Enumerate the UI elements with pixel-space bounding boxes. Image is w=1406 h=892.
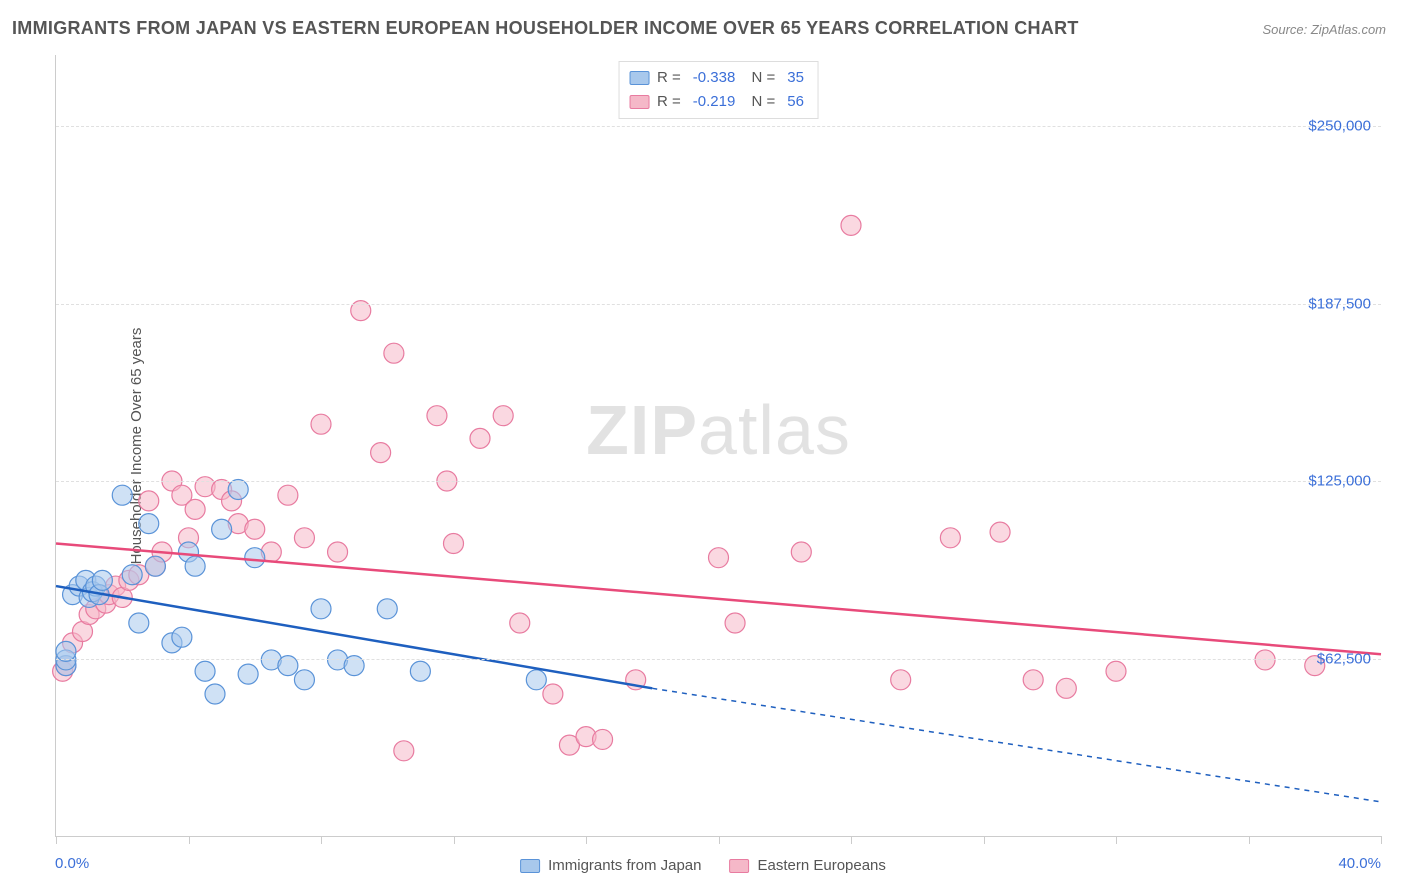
scatter-point bbox=[185, 499, 205, 519]
legend-item: Eastern Europeans bbox=[729, 857, 885, 874]
scatter-point bbox=[470, 428, 490, 448]
r-value: -0.219 bbox=[693, 90, 736, 114]
scatter-point bbox=[510, 613, 530, 633]
n-label: N = bbox=[747, 90, 775, 114]
legend-label: Eastern Europeans bbox=[757, 857, 885, 874]
x-tick bbox=[719, 836, 720, 844]
legend-swatch bbox=[629, 71, 649, 85]
legend-swatch bbox=[629, 95, 649, 109]
scatter-point bbox=[1106, 661, 1126, 681]
chart-svg bbox=[56, 55, 1381, 836]
x-axis-max-label: 40.0% bbox=[1338, 855, 1381, 872]
x-tick bbox=[1249, 836, 1250, 844]
x-axis-min-label: 0.0% bbox=[55, 855, 89, 872]
scatter-point bbox=[841, 215, 861, 235]
scatter-point bbox=[1255, 650, 1275, 670]
legend-swatch bbox=[520, 859, 540, 873]
scatter-point bbox=[891, 670, 911, 690]
x-tick bbox=[454, 836, 455, 844]
y-tick-label: $62,500 bbox=[1317, 650, 1371, 667]
scatter-point bbox=[377, 599, 397, 619]
scatter-point bbox=[725, 613, 745, 633]
scatter-point bbox=[427, 406, 447, 426]
scatter-point bbox=[444, 533, 464, 553]
gridline bbox=[56, 304, 1381, 305]
scatter-point bbox=[940, 528, 960, 548]
scatter-point bbox=[990, 522, 1010, 542]
correlation-legend: R = -0.338 N = 35 R = -0.219 N = 56 bbox=[618, 61, 819, 119]
scatter-point bbox=[384, 343, 404, 363]
scatter-point bbox=[526, 670, 546, 690]
scatter-point bbox=[139, 514, 159, 534]
correlation-legend-row: R = -0.219 N = 56 bbox=[629, 90, 808, 114]
scatter-point bbox=[205, 684, 225, 704]
r-value: -0.338 bbox=[693, 66, 736, 90]
scatter-point bbox=[1023, 670, 1043, 690]
scatter-point bbox=[129, 613, 149, 633]
scatter-point bbox=[493, 406, 513, 426]
scatter-point bbox=[172, 627, 192, 647]
scatter-point bbox=[139, 491, 159, 511]
scatter-point bbox=[593, 729, 613, 749]
scatter-point bbox=[294, 670, 314, 690]
r-label: R = bbox=[657, 66, 681, 90]
scatter-point bbox=[92, 570, 112, 590]
gridline bbox=[56, 126, 1381, 127]
scatter-point bbox=[311, 414, 331, 434]
scatter-point bbox=[394, 741, 414, 761]
n-value: 56 bbox=[787, 90, 804, 114]
scatter-point bbox=[1056, 678, 1076, 698]
series-legend: Immigrants from Japan Eastern Europeans bbox=[520, 857, 886, 874]
scatter-point bbox=[145, 556, 165, 576]
gridline bbox=[56, 659, 1381, 660]
scatter-point bbox=[245, 519, 265, 539]
x-tick bbox=[851, 836, 852, 844]
scatter-point bbox=[328, 542, 348, 562]
scatter-point bbox=[311, 599, 331, 619]
x-tick bbox=[1116, 836, 1117, 844]
y-tick-label: $187,500 bbox=[1308, 295, 1371, 312]
n-value: 35 bbox=[787, 66, 804, 90]
r-label: R = bbox=[657, 90, 681, 114]
scatter-point bbox=[195, 661, 215, 681]
scatter-point bbox=[122, 565, 142, 585]
correlation-legend-row: R = -0.338 N = 35 bbox=[629, 66, 808, 90]
x-tick bbox=[984, 836, 985, 844]
y-tick-label: $125,000 bbox=[1308, 473, 1371, 490]
scatter-point bbox=[245, 548, 265, 568]
scatter-point bbox=[112, 485, 132, 505]
n-label: N = bbox=[747, 66, 775, 90]
scatter-point bbox=[294, 528, 314, 548]
legend-swatch bbox=[729, 859, 749, 873]
scatter-point bbox=[371, 443, 391, 463]
x-tick bbox=[586, 836, 587, 844]
gridline bbox=[56, 481, 1381, 482]
scatter-point bbox=[709, 548, 729, 568]
legend-label: Immigrants from Japan bbox=[548, 857, 701, 874]
scatter-point bbox=[543, 684, 563, 704]
scatter-point bbox=[212, 519, 232, 539]
x-tick bbox=[189, 836, 190, 844]
y-tick-label: $250,000 bbox=[1308, 118, 1371, 135]
x-tick bbox=[1381, 836, 1382, 844]
source-attribution: Source: ZipAtlas.com bbox=[1262, 22, 1386, 37]
chart-title: IMMIGRANTS FROM JAPAN VS EASTERN EUROPEA… bbox=[12, 18, 1079, 39]
scatter-point bbox=[278, 485, 298, 505]
trend-line-extrapolated bbox=[652, 688, 1381, 802]
x-tick bbox=[56, 836, 57, 844]
plot-area: ZIPatlas R =-0.338 N =35R =-0.219 N =56 … bbox=[55, 55, 1381, 837]
scatter-point bbox=[238, 664, 258, 684]
scatter-point bbox=[228, 480, 248, 500]
scatter-point bbox=[791, 542, 811, 562]
legend-item: Immigrants from Japan bbox=[520, 857, 701, 874]
scatter-point bbox=[410, 661, 430, 681]
x-tick bbox=[321, 836, 322, 844]
scatter-point bbox=[185, 556, 205, 576]
